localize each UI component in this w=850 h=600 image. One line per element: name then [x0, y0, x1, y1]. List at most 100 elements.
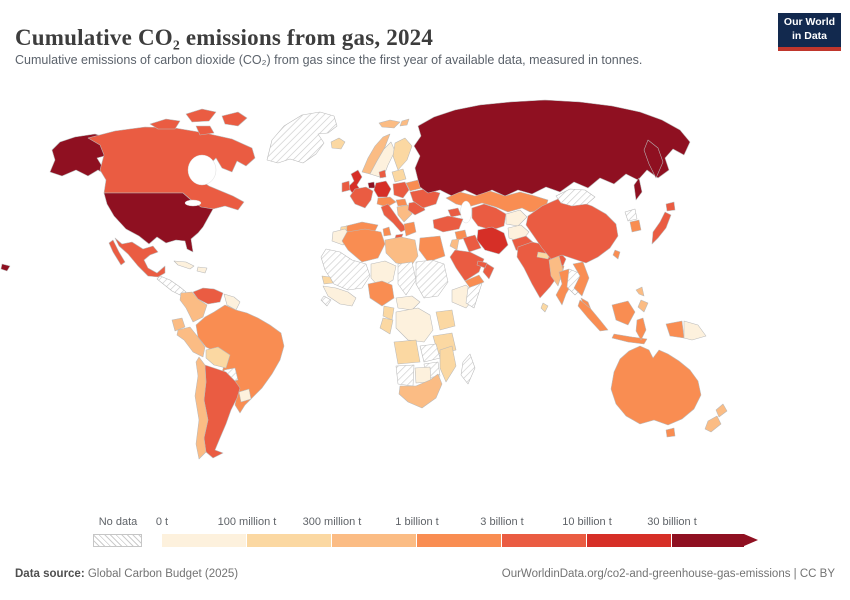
country-west-africa[interactable] [322, 285, 357, 307]
country-mongolia[interactable] [555, 188, 596, 207]
country-mozambique[interactable] [439, 345, 457, 383]
country-mexico[interactable] [114, 237, 166, 278]
country-papua-new-guinea[interactable] [683, 320, 707, 341]
country-iran[interactable] [476, 226, 509, 255]
country-vietnam[interactable] [572, 261, 590, 297]
country-cameroon[interactable] [382, 305, 395, 321]
country-philippines-2[interactable] [637, 299, 649, 313]
country-sulawesi[interactable] [635, 317, 647, 341]
country-canada-arctic-1[interactable] [149, 118, 181, 130]
attribution-link[interactable]: OurWorldinData.org/co2-and-greenhouse-ga… [501, 568, 835, 580]
legend-bin-7[interactable] [672, 534, 744, 547]
legend-bin-6[interactable] [587, 534, 672, 547]
country-australia[interactable] [610, 345, 702, 426]
country-canada-arctic-2[interactable] [185, 108, 217, 123]
country-greenland[interactable] [266, 111, 338, 164]
country-madagascar[interactable] [460, 353, 476, 385]
country-canada-arctic-3[interactable] [221, 111, 248, 127]
country-turkey[interactable] [432, 215, 464, 233]
country-saudi-arabia[interactable] [449, 249, 485, 282]
country-angola[interactable] [393, 339, 421, 365]
legend-bin-4[interactable] [417, 534, 502, 547]
country-finland[interactable] [392, 137, 413, 171]
country-israel-jordan[interactable] [449, 238, 460, 251]
country-sri-lanka[interactable] [540, 302, 549, 313]
country-nigeria[interactable] [367, 280, 395, 307]
country-chile[interactable] [194, 356, 209, 460]
legend-bin-1[interactable] [162, 534, 247, 547]
country-north-korea[interactable] [624, 208, 638, 222]
country-algeria[interactable] [341, 228, 386, 263]
country-svalbard[interactable] [378, 119, 401, 129]
country-car[interactable] [395, 295, 421, 311]
country-poland[interactable] [392, 181, 410, 199]
country-bolivia[interactable] [205, 346, 231, 369]
legend-bin-2[interactable] [247, 534, 332, 547]
country-caucasus[interactable] [447, 207, 462, 218]
country-kyrgyz-tajik[interactable] [505, 209, 528, 227]
country-niger[interactable] [370, 260, 397, 289]
country-sakhalin[interactable] [633, 177, 643, 201]
country-west-papua[interactable] [665, 320, 685, 339]
country-guyanas[interactable] [223, 293, 241, 311]
country-new-zealand-south[interactable] [704, 415, 722, 433]
country-new-zealand-north[interactable] [715, 403, 728, 418]
country-tasmania[interactable] [665, 427, 676, 438]
country-south-korea[interactable] [629, 219, 642, 233]
country-iceland[interactable] [330, 137, 346, 150]
country-greece[interactable] [403, 221, 417, 237]
country-zambia[interactable] [419, 343, 441, 363]
country-iraq[interactable] [462, 234, 482, 253]
country-japan[interactable] [651, 211, 672, 245]
country-usa[interactable] [103, 192, 214, 253]
country-netherlands[interactable] [367, 181, 376, 189]
country-oman[interactable] [482, 262, 495, 280]
country-cuba[interactable] [173, 260, 195, 270]
country-germany[interactable] [373, 180, 392, 198]
country-philippines-1[interactable] [635, 286, 645, 297]
country-hawaii[interactable] [0, 263, 11, 272]
country-colombia[interactable] [179, 291, 208, 323]
country-hispaniola[interactable] [196, 266, 208, 274]
owid-logo[interactable]: Our World in Data [778, 13, 841, 51]
country-senegal[interactable] [321, 275, 334, 285]
country-sahara[interactable] [320, 248, 371, 291]
country-canada-arctic-4[interactable] [195, 125, 215, 136]
country-ecuador[interactable] [171, 317, 186, 332]
country-gabon-congo[interactable] [379, 317, 394, 335]
country-baltics[interactable] [391, 168, 407, 183]
country-kamchatka[interactable] [643, 139, 664, 179]
country-libya[interactable] [384, 236, 419, 267]
country-south-africa[interactable] [398, 373, 443, 409]
country-uae-qatar[interactable] [476, 260, 488, 269]
legend-no-data-swatch[interactable] [93, 534, 142, 547]
country-svalbard-2[interactable] [399, 118, 410, 127]
country-borneo[interactable] [611, 300, 636, 326]
country-namibia[interactable] [395, 364, 415, 387]
country-france[interactable] [349, 186, 374, 209]
country-sierra-liberia[interactable] [320, 295, 332, 307]
legend-bin-3[interactable] [332, 534, 417, 547]
country-somalia[interactable] [465, 282, 483, 309]
country-brazil[interactable] [195, 304, 285, 414]
country-yemen[interactable] [464, 274, 485, 289]
country-tunisia[interactable] [382, 226, 392, 237]
country-java[interactable] [611, 333, 648, 345]
country-hokkaido[interactable] [665, 201, 676, 212]
country-hungary[interactable] [395, 198, 408, 207]
country-taiwan[interactable] [612, 249, 621, 260]
country-uzbek-turkmen[interactable] [471, 203, 507, 231]
country-kenya[interactable] [435, 309, 456, 331]
legend-bin-5[interactable] [502, 534, 587, 547]
country-sudan[interactable] [415, 259, 449, 299]
country-ireland[interactable] [341, 180, 351, 193]
country-peru[interactable] [176, 326, 206, 358]
country-sumatra[interactable] [577, 299, 609, 332]
country-baja[interactable] [108, 239, 126, 266]
country-drc[interactable] [395, 307, 434, 343]
country-egypt[interactable] [418, 235, 446, 263]
country-chad[interactable] [397, 261, 417, 296]
country-denmark[interactable] [378, 169, 387, 179]
country-alpine[interactable] [376, 196, 397, 208]
country-uruguay[interactable] [238, 388, 252, 403]
